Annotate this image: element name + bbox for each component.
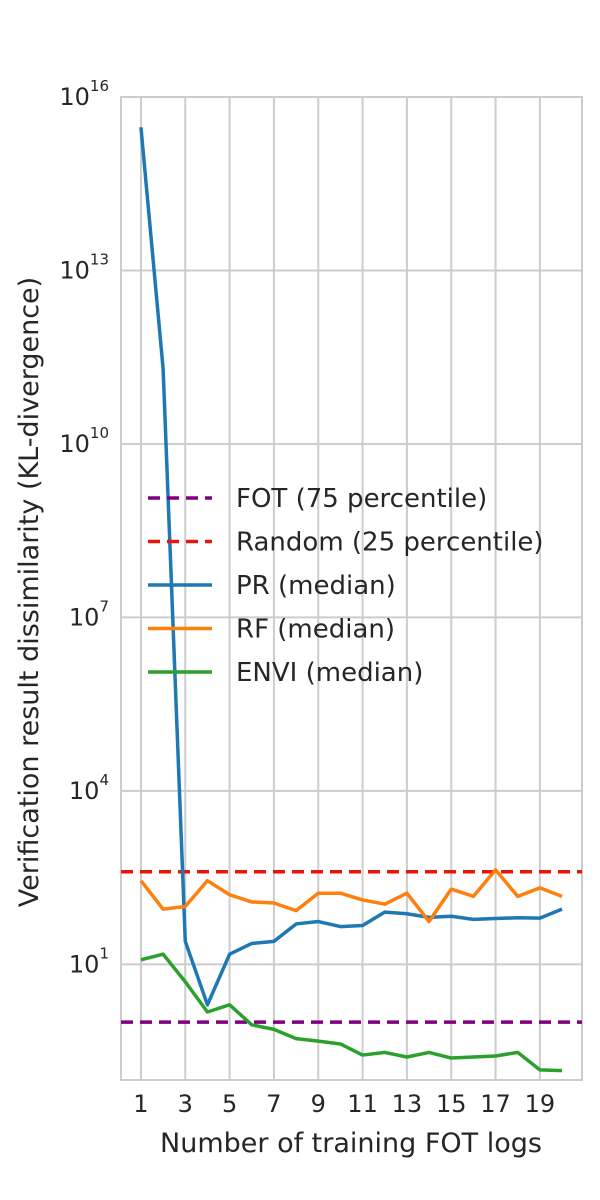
x-tick-label: 13 — [392, 1090, 423, 1118]
x-tick-label: 15 — [436, 1090, 467, 1118]
x-tick-label: 17 — [480, 1090, 511, 1118]
grid-lines — [121, 96, 582, 1080]
y-tick-label: 1013 — [59, 250, 109, 284]
plot-frame — [120, 96, 583, 1081]
legend-entry-1: Random (25 percentile) — [236, 528, 544, 558]
series-line-3 — [139, 868, 563, 924]
legend-entry-0: FOT (75 percentile) — [236, 484, 487, 514]
x-tick-label: 19 — [525, 1090, 556, 1118]
x-tick-label: 7 — [266, 1090, 281, 1118]
x-tick-label: 11 — [347, 1090, 378, 1118]
x-tick-labels: 1 3 5 7 9 11 13 15 17 19 — [133, 1090, 555, 1118]
y-tick-label: 104 — [69, 771, 109, 805]
series-line-2 — [139, 127, 563, 1007]
y-tick-label: 101 — [69, 944, 109, 978]
legend: FOT (75 percentile) Random (25 percentile… — [148, 484, 544, 688]
x-tick-label: 3 — [178, 1090, 193, 1118]
legend-entry-4: ENVI (median) — [236, 658, 423, 688]
y-tick-labels: 101 104 107 1010 1013 1016 — [59, 77, 109, 978]
legend-entry-2: PR (median) — [236, 571, 396, 601]
x-axis-title: Number of training FOT logs — [160, 1128, 542, 1159]
series-lines — [121, 127, 582, 1073]
y-tick-label: 1010 — [59, 424, 109, 458]
y-axis-title: Verification result dissimilarity (KL-di… — [14, 277, 45, 907]
legend-entry-3: RF (median) — [236, 615, 395, 645]
series-line-4 — [140, 952, 563, 1073]
y-tick-label: 107 — [69, 597, 109, 631]
x-tick-label: 5 — [222, 1090, 237, 1118]
y-tick-label: 1016 — [59, 77, 109, 111]
x-tick-label: 1 — [133, 1090, 148, 1118]
x-tick-label: 9 — [311, 1090, 326, 1118]
